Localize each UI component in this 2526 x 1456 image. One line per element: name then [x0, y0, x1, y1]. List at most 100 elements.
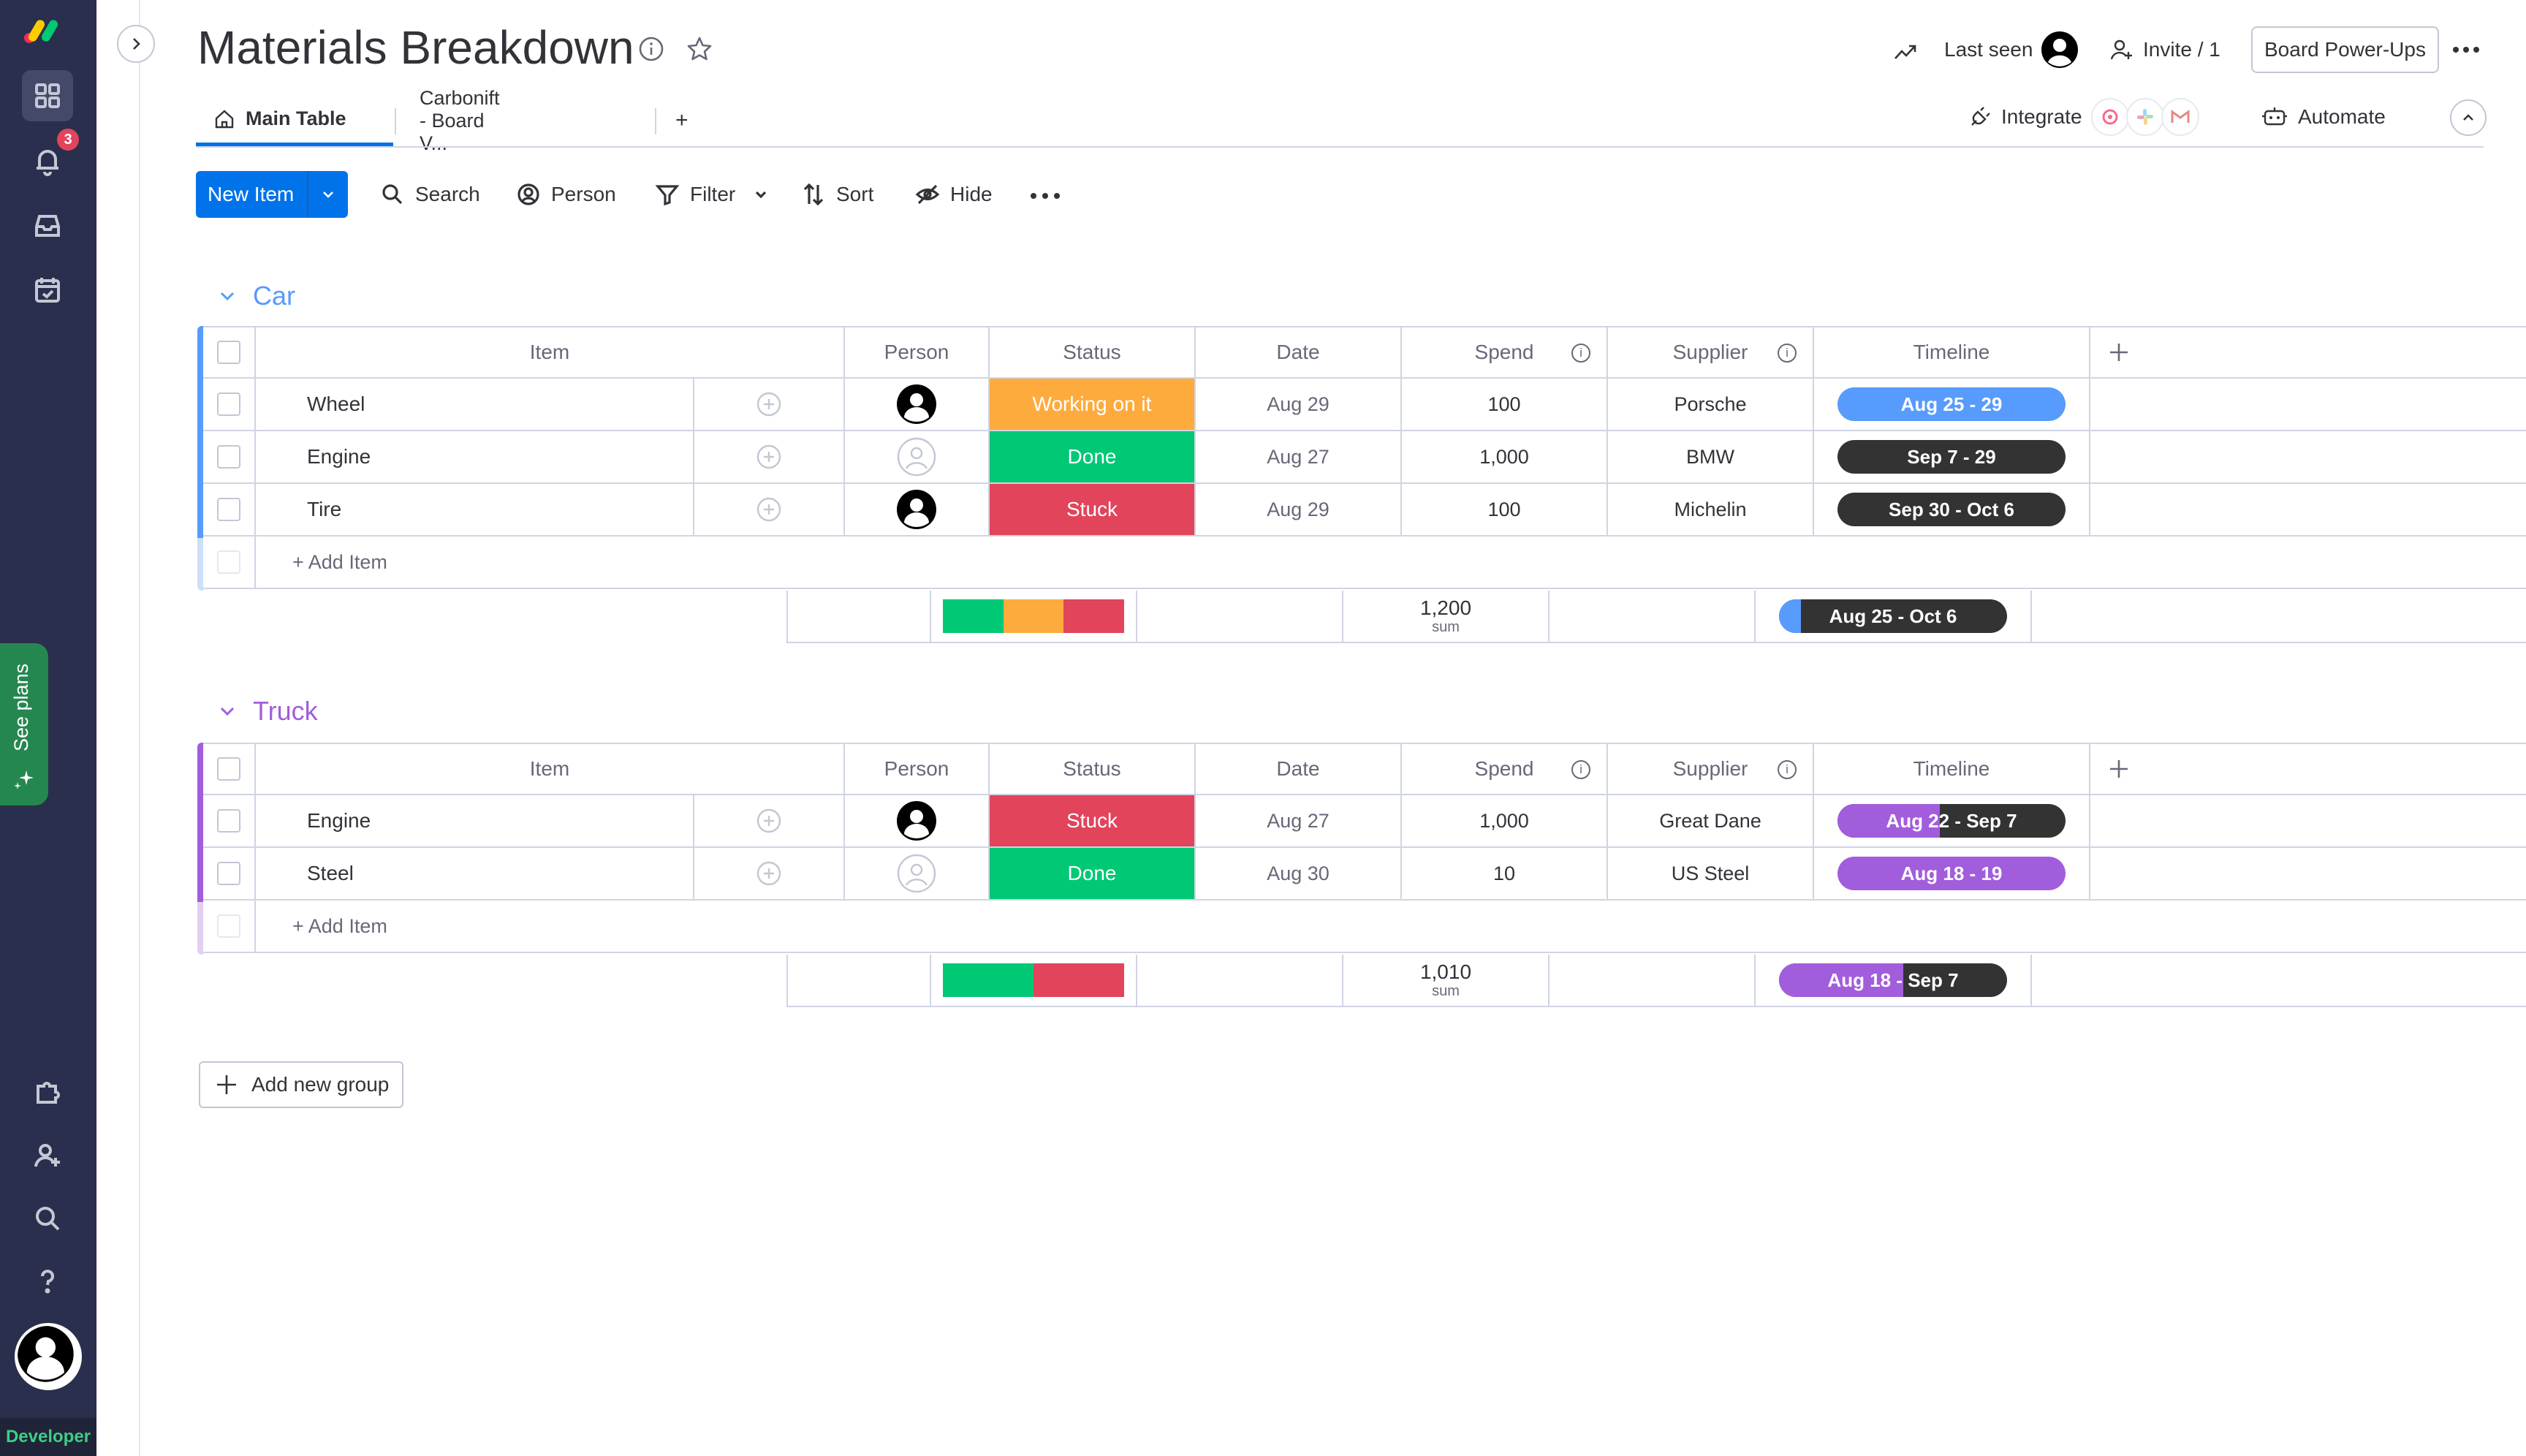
column-header-status[interactable]: Status	[990, 743, 1196, 795]
person-cell[interactable]	[845, 484, 990, 536]
add-column-plus-icon[interactable]	[2108, 341, 2130, 363]
column-header-spend[interactable]: Spend i	[1402, 326, 1608, 379]
new-item-dropdown[interactable]	[307, 171, 348, 218]
invite-members-icon[interactable]	[22, 1130, 73, 1181]
timeline-cell[interactable]: Aug 25 - 29	[1814, 379, 2090, 431]
updates-cell[interactable]	[694, 795, 845, 848]
person-cell[interactable]	[845, 848, 990, 900]
summary-timeline-cell[interactable]: Aug 25 - Oct 6	[1756, 591, 2032, 643]
supplier-cell[interactable]: BMW	[1608, 431, 1814, 484]
column-header-supplier[interactable]: Supplier i	[1608, 743, 1814, 795]
supplier-cell[interactable]: US Steel	[1608, 848, 1814, 900]
row-checkbox[interactable]	[217, 445, 240, 469]
status-cell[interactable]: Done	[990, 848, 1196, 900]
supplier-cell[interactable]: Great Dane	[1608, 795, 1814, 848]
date-cell[interactable]: Aug 30	[1196, 848, 1402, 900]
work-management-icon[interactable]	[22, 70, 73, 121]
status-cell[interactable]: Working on it	[990, 379, 1196, 431]
spend-cell[interactable]: 100	[1402, 379, 1608, 431]
column-header-timeline[interactable]: Timeline	[1814, 326, 2090, 379]
board-power-ups-button[interactable]: Board Power-Ups	[2251, 26, 2439, 73]
inbox-icon[interactable]	[22, 200, 73, 251]
chevron-down-icon[interactable]	[218, 702, 237, 721]
group-header-truck[interactable]: Truck	[218, 696, 318, 727]
spend-cell[interactable]: 1,000	[1402, 431, 1608, 484]
table-row[interactable]: Engine Done Aug 27 1,000 BMW Sep 7 - 29	[197, 431, 2526, 484]
column-header-date[interactable]: Date	[1196, 326, 1402, 379]
item-name-cell[interactable]: Engine	[256, 795, 694, 848]
add-item-row[interactable]: + Add Item	[197, 536, 2526, 589]
new-item-button[interactable]: New Item	[196, 171, 348, 218]
more-options-icon[interactable]	[2451, 42, 2481, 57]
item-name-cell[interactable]: Tire	[256, 484, 694, 536]
column-header-timeline[interactable]: Timeline	[1814, 743, 2090, 795]
date-cell[interactable]: Aug 29	[1196, 484, 1402, 536]
summary-status-cell[interactable]	[931, 591, 1137, 643]
notifications-bell-icon[interactable]	[22, 136, 73, 187]
summary-timeline-cell[interactable]: Aug 18 - Sep 7	[1756, 955, 2032, 1007]
supplier-cell[interactable]: Michelin	[1608, 484, 1814, 536]
add-column-plus-icon[interactable]	[2108, 758, 2130, 780]
activity-trend-icon[interactable]	[1893, 39, 1918, 64]
timeline-cell[interactable]: Sep 30 - Oct 6	[1814, 484, 2090, 536]
add-view-button[interactable]: +	[675, 95, 689, 146]
person-cell[interactable]	[845, 379, 990, 431]
add-new-group-button[interactable]: Add new group	[199, 1061, 403, 1108]
see-plans-button[interactable]: See plans	[0, 643, 48, 805]
add-item-row[interactable]: + Add Item	[197, 900, 2526, 953]
tab-carbonift-board-view[interactable]: Carbonift - Board V...	[420, 87, 500, 154]
updates-cell[interactable]	[694, 379, 845, 431]
status-cell[interactable]: Done	[990, 431, 1196, 484]
group-title[interactable]: Truck	[253, 696, 318, 726]
monday-logo[interactable]	[22, 16, 70, 45]
table-row[interactable]: Steel Done Aug 30 10 US Steel Aug 18 - 1…	[197, 848, 2526, 900]
search-icon[interactable]	[22, 1193, 73, 1244]
status-cell[interactable]: Stuck	[990, 484, 1196, 536]
filter-button[interactable]: Filter	[655, 177, 769, 212]
info-icon[interactable]: i	[1778, 760, 1797, 779]
integrate-button[interactable]: Integrate	[1968, 96, 2199, 137]
updates-cell[interactable]	[694, 848, 845, 900]
column-header-item[interactable]: Item	[256, 743, 845, 795]
item-name-cell[interactable]: Engine	[256, 431, 694, 484]
table-row[interactable]: Engine Stuck Aug 27 1,000 Great Dane Aug…	[197, 795, 2526, 848]
search-button[interactable]: Search	[380, 177, 480, 212]
invite-button[interactable]: Invite / 1	[2109, 29, 2220, 70]
column-header-person[interactable]: Person	[845, 743, 990, 795]
date-cell[interactable]: Aug 29	[1196, 379, 1402, 431]
info-icon[interactable]: i	[1571, 344, 1590, 363]
expand-sidebar-button[interactable]	[117, 25, 155, 63]
tab-main-table[interactable]: Main Table	[196, 95, 393, 146]
board-title[interactable]: Materials Breakdown	[197, 21, 634, 74]
person-cell[interactable]	[845, 431, 990, 484]
more-toolbar-icon[interactable]	[1029, 189, 1061, 203]
add-item-input[interactable]: + Add Item	[256, 536, 2526, 589]
table-row[interactable]: Wheel Working on it Aug 29 100 Porsche A…	[197, 379, 2526, 431]
timeline-cell[interactable]: Aug 18 - 19	[1814, 848, 2090, 900]
column-header-status[interactable]: Status	[990, 326, 1196, 379]
column-header-item[interactable]: Item	[256, 326, 845, 379]
add-item-input[interactable]: + Add Item	[256, 900, 2526, 953]
person-filter-button[interactable]: Person	[516, 177, 616, 212]
select-all-checkbox[interactable]	[217, 341, 240, 364]
table-row[interactable]: Tire Stuck Aug 29 100 Michelin Sep 30 - …	[197, 484, 2526, 536]
supplier-cell[interactable]: Porsche	[1608, 379, 1814, 431]
select-all-checkbox[interactable]	[217, 757, 240, 781]
group-title[interactable]: Car	[253, 281, 296, 311]
date-cell[interactable]: Aug 27	[1196, 795, 1402, 848]
info-icon[interactable]	[637, 35, 665, 63]
chevron-down-icon[interactable]	[753, 186, 769, 202]
star-icon[interactable]	[686, 35, 713, 63]
help-icon[interactable]	[22, 1256, 73, 1307]
group-header-car[interactable]: Car	[218, 281, 295, 311]
item-name-cell[interactable]: Steel	[256, 848, 694, 900]
sort-button[interactable]: Sort	[801, 177, 873, 212]
date-cell[interactable]: Aug 27	[1196, 431, 1402, 484]
spend-cell[interactable]: 100	[1402, 484, 1608, 536]
my-work-calendar-icon[interactable]	[22, 265, 73, 316]
row-checkbox[interactable]	[217, 393, 240, 416]
automate-button[interactable]: Automate	[2261, 96, 2386, 137]
item-name-cell[interactable]: Wheel	[256, 379, 694, 431]
info-icon[interactable]: i	[1571, 760, 1590, 779]
spend-cell[interactable]: 1,000	[1402, 795, 1608, 848]
